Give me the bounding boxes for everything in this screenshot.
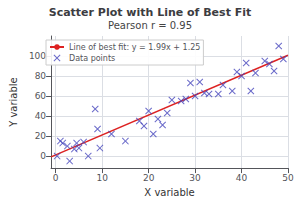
svg-text:0: 0: [40, 151, 46, 161]
svg-text:Y variable: Y variable: [8, 77, 19, 128]
svg-text:60: 60: [35, 91, 47, 101]
svg-text:80: 80: [35, 71, 47, 81]
svg-text:30: 30: [189, 173, 201, 183]
svg-text:40: 40: [236, 173, 248, 183]
svg-text:40: 40: [35, 111, 47, 121]
svg-text:Line of best fit: y = 1.99x +: Line of best fit: y = 1.99x + 1.25: [69, 43, 200, 52]
svg-text:Pearson r = 0.95: Pearson r = 0.95: [108, 20, 192, 31]
svg-text:20: 20: [143, 173, 155, 183]
svg-text:X variable: X variable: [144, 187, 194, 198]
svg-text:Scatter Plot with Line of Best: Scatter Plot with Line of Best Fit: [49, 6, 252, 19]
svg-text:50: 50: [282, 173, 294, 183]
svg-text:100: 100: [29, 51, 46, 61]
svg-text:20: 20: [35, 131, 47, 141]
svg-text:Data points: Data points: [69, 54, 115, 63]
svg-text:10: 10: [96, 173, 108, 183]
svg-text:0: 0: [53, 173, 59, 183]
